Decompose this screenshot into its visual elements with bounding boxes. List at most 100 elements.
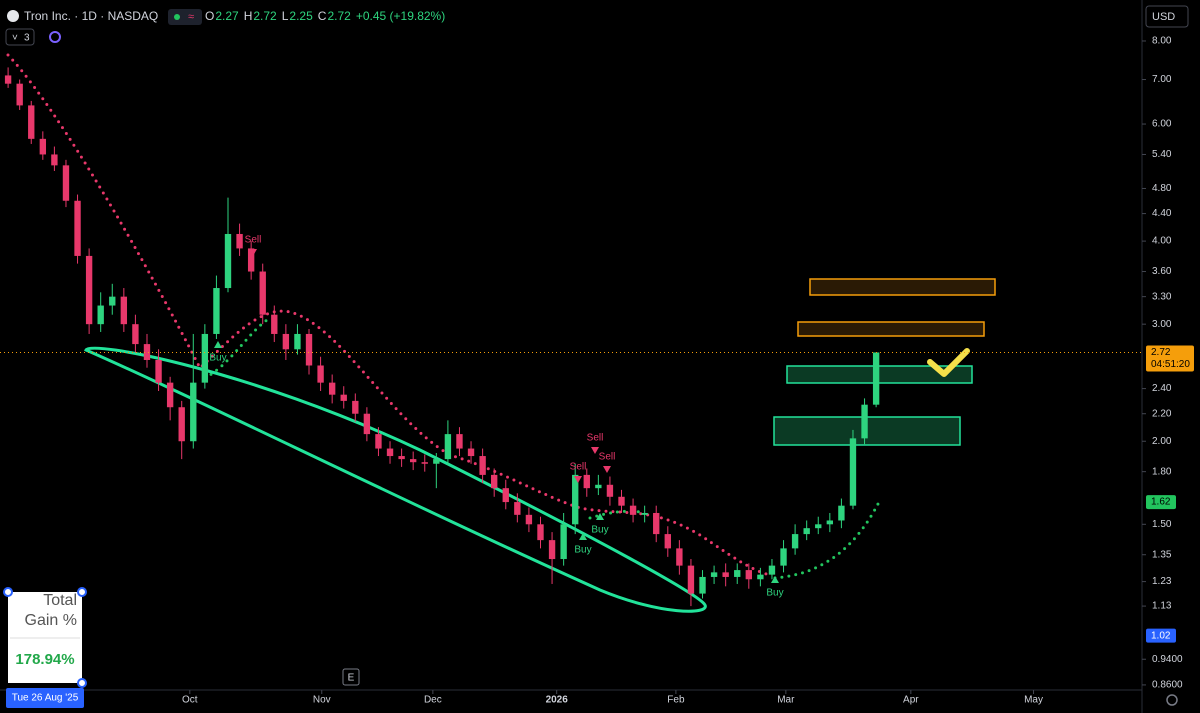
y-tick-label: 2.00 [1152, 436, 1172, 447]
check-mark [927, 348, 970, 377]
events-button[interactable] [342, 668, 360, 686]
candle-body [734, 570, 741, 577]
y-tick-label: 7.00 [1152, 74, 1172, 85]
candle-body [676, 548, 683, 566]
candle-body [16, 83, 23, 106]
x-tick-label: Dec [424, 695, 442, 706]
candle-body [155, 359, 162, 383]
signal-label: Sell [587, 433, 604, 444]
candle-body [97, 305, 104, 325]
candle-body [456, 434, 463, 449]
candle-body [120, 296, 128, 325]
candle-body [803, 528, 810, 535]
y-tick-label: 3.60 [1152, 266, 1172, 277]
badge-icon: ≈ [188, 11, 194, 23]
price-tag [1146, 628, 1176, 643]
candle-body [213, 288, 220, 334]
candle-body [352, 400, 359, 414]
market-dot [174, 14, 180, 20]
candle-body [328, 382, 336, 395]
gain-title: Gain % [25, 612, 77, 629]
indicator-toggle[interactable] [5, 28, 35, 46]
signal-label: Buy [591, 525, 608, 536]
status-badge[interactable] [168, 9, 202, 25]
events-label[interactable]: E [348, 673, 355, 684]
currency-button[interactable] [1145, 5, 1189, 28]
candle-body [421, 462, 428, 464]
candle-body [51, 154, 58, 166]
candle-body [653, 512, 660, 535]
candle-body [201, 333, 209, 383]
candle-body [247, 248, 255, 272]
price-tag [1146, 495, 1176, 510]
price-tag-label: 1.62 [1151, 497, 1171, 508]
candle-body [340, 394, 347, 401]
price-tag [1146, 345, 1194, 372]
signal-label: Buy [766, 588, 783, 599]
candle-body [190, 382, 197, 442]
indicator-icon[interactable] [49, 31, 61, 43]
handle[interactable] [3, 587, 13, 597]
candle-body [664, 534, 671, 549]
y-tick-label: 1.50 [1152, 519, 1172, 530]
y-tick-label: 3.00 [1152, 319, 1172, 330]
crosshair-date: Tue 26 Aug '25 [12, 693, 79, 704]
ohlc-key: L [282, 9, 289, 23]
candle-body [791, 534, 799, 549]
candle-body [467, 448, 475, 457]
handle[interactable] [77, 587, 87, 597]
signal-label: Sell [245, 235, 262, 246]
x-tick-label: May [1024, 695, 1043, 706]
currency[interactable]: USD [1152, 11, 1175, 23]
signal-label: Sell [570, 462, 587, 473]
candle-body [85, 255, 93, 325]
settings-icon[interactable] [1166, 694, 1178, 706]
trend-dots-up [773, 498, 882, 580]
y-tick-label: 2.20 [1152, 408, 1172, 419]
signal-label: Buy [574, 545, 591, 556]
candle-body [548, 540, 556, 560]
candle-body [872, 352, 880, 405]
candle-body [294, 333, 301, 350]
signal-arrow [249, 249, 257, 256]
candle-body [722, 572, 729, 577]
trend-dots-up [588, 509, 642, 520]
candle-body [363, 413, 371, 435]
x-tick-label: Mar [777, 695, 795, 706]
ohlc-key: C [318, 9, 327, 23]
candle-body [74, 200, 81, 256]
x-tick-label: 2026 [546, 695, 569, 706]
candle-body [178, 407, 185, 442]
candle-body [710, 572, 718, 577]
candle-body [143, 344, 151, 360]
candle-body [514, 502, 521, 515]
ohlc-key: O [205, 9, 214, 23]
handle[interactable] [77, 678, 87, 688]
candle-body [386, 448, 394, 457]
signal-arrow [579, 533, 587, 540]
candle-body [699, 576, 706, 594]
y-tick-label: 3.30 [1152, 291, 1172, 302]
indicator-count: 3 [24, 33, 30, 44]
x-tick-label: Oct [182, 695, 198, 706]
candle-body [28, 105, 35, 139]
symbol-title[interactable]: Tron Inc. · 1D · NASDAQ [24, 9, 158, 23]
chevron: ˅ [12, 33, 18, 44]
y-tick-label: 8.00 [1152, 36, 1172, 47]
trend-dots-down [6, 53, 772, 577]
countdown: 04:51:20 [1151, 359, 1190, 370]
candle-body [433, 459, 440, 464]
ohlc-change: +0.45 (+19.82%) [356, 9, 445, 23]
candle-body [641, 512, 648, 515]
candle-body [572, 474, 579, 525]
gain-title: Total [43, 592, 77, 609]
symbol-logo [7, 10, 19, 22]
candle-body [282, 333, 290, 350]
candle-body [629, 505, 637, 515]
candle-body [479, 456, 486, 475]
y-tick-label: 5.40 [1152, 149, 1172, 160]
candle-body [780, 548, 787, 566]
candle-body [757, 574, 764, 580]
candle-body [606, 484, 614, 497]
x-tick-label: Feb [667, 695, 685, 706]
